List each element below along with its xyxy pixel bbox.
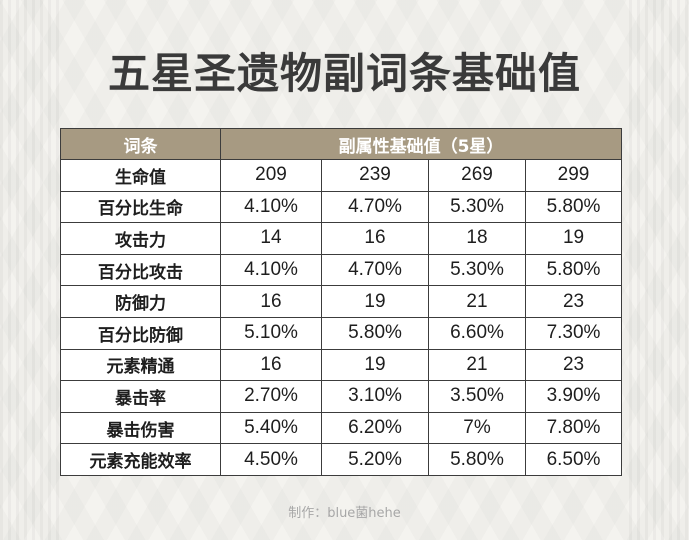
row-label: 生命值 [60,159,221,192]
value-cell: 5.40% [220,411,322,445]
value-cell: 299 [524,159,623,192]
value-cell: 4.50% [220,443,322,476]
value-cell: 16 [220,285,322,318]
value-cell: 7.30% [524,316,623,350]
value-cell: 6.20% [321,411,429,445]
value-cell: 5.30% [428,253,526,287]
table-row: 暴击率 2.70% 3.10% 3.50% 3.90% [60,380,623,413]
table-row: 百分比攻击 4.10% 4.70% 5.30% 5.80% [60,253,623,287]
value-cell: 6.50% [524,443,623,476]
credit-text: 制作：blue菌hehe [288,506,401,521]
row-label: 攻击力 [60,222,221,255]
value-cell: 4.70% [321,253,429,287]
row-label: 元素精通 [60,348,221,382]
value-cell: 4.10% [220,190,322,224]
row-label: 暴击率 [60,380,221,413]
value-cell: 5.80% [428,443,526,476]
table-row: 生命值 209 239 269 299 [60,159,623,192]
value-cell: 19 [321,285,429,318]
row-label: 暴击伤害 [60,411,221,445]
left-stripe-decoration [0,0,60,540]
value-cell: 5.80% [321,316,429,350]
table-row: 百分比生命 4.10% 4.70% 5.30% 5.80% [60,190,623,224]
value-cell: 21 [428,285,526,318]
table-row: 元素充能效率 4.50% 5.20% 5.80% 6.50% [60,443,623,476]
value-cell: 3.90% [524,380,623,413]
value-cell: 23 [524,348,623,382]
value-cell: 3.50% [428,380,526,413]
value-cell: 209 [220,159,322,192]
right-stripe-decoration [629,0,689,540]
value-cell: 16 [321,222,429,255]
table-row: 暴击伤害 5.40% 6.20% 7% 7.80% [60,411,623,445]
table-row: 防御力 16 19 21 23 [60,285,623,318]
value-cell: 19 [524,222,623,255]
table-header-row: 词条 副属性基础值（5星） [60,128,623,160]
value-cell: 3.10% [321,380,429,413]
page-title: 五星圣遗物副词条基础值 [107,49,581,98]
value-cell: 239 [321,159,429,192]
table-body: 生命值 209 239 269 299 百分比生命 4.10% 4.70% 5.30% 5.80%… [60,159,623,476]
value-cell: 6.60% [428,316,526,350]
row-label: 元素充能效率 [60,443,221,476]
row-label: 百分比攻击 [60,253,221,287]
value-cell: 18 [428,222,526,255]
header-values-cell: 副属性基础值（5星） [219,128,623,160]
row-label: 百分比生命 [60,190,221,224]
table-row: 元素精通 16 19 21 23 [60,348,623,382]
value-cell: 7.80% [524,411,623,445]
header-label-cell: 词条 [60,128,221,160]
value-cell: 16 [220,348,322,382]
value-cell: 21 [428,348,526,382]
value-cell: 4.70% [321,190,429,224]
value-cell: 5.80% [524,253,623,287]
row-label: 防御力 [60,285,221,318]
substat-table: 词条 副属性基础值（5星） 生命值 209 239 269 299 百分比生命 4.10% 4… [60,128,623,476]
value-cell: 14 [220,222,322,255]
value-cell: 2.70% [220,380,322,413]
row-label: 百分比防御 [60,316,221,350]
value-cell: 5.10% [220,316,322,350]
value-cell: 4.10% [220,253,322,287]
value-cell: 5.80% [524,190,623,224]
value-cell: 19 [321,348,429,382]
table-row: 百分比防御 5.10% 5.80% 6.60% 7.30% [60,316,623,350]
value-cell: 7% [428,411,526,445]
value-cell: 5.30% [428,190,526,224]
table-row: 攻击力 14 16 18 19 [60,222,623,255]
value-cell: 5.20% [321,443,429,476]
value-cell: 23 [524,285,623,318]
value-cell: 269 [428,159,526,192]
